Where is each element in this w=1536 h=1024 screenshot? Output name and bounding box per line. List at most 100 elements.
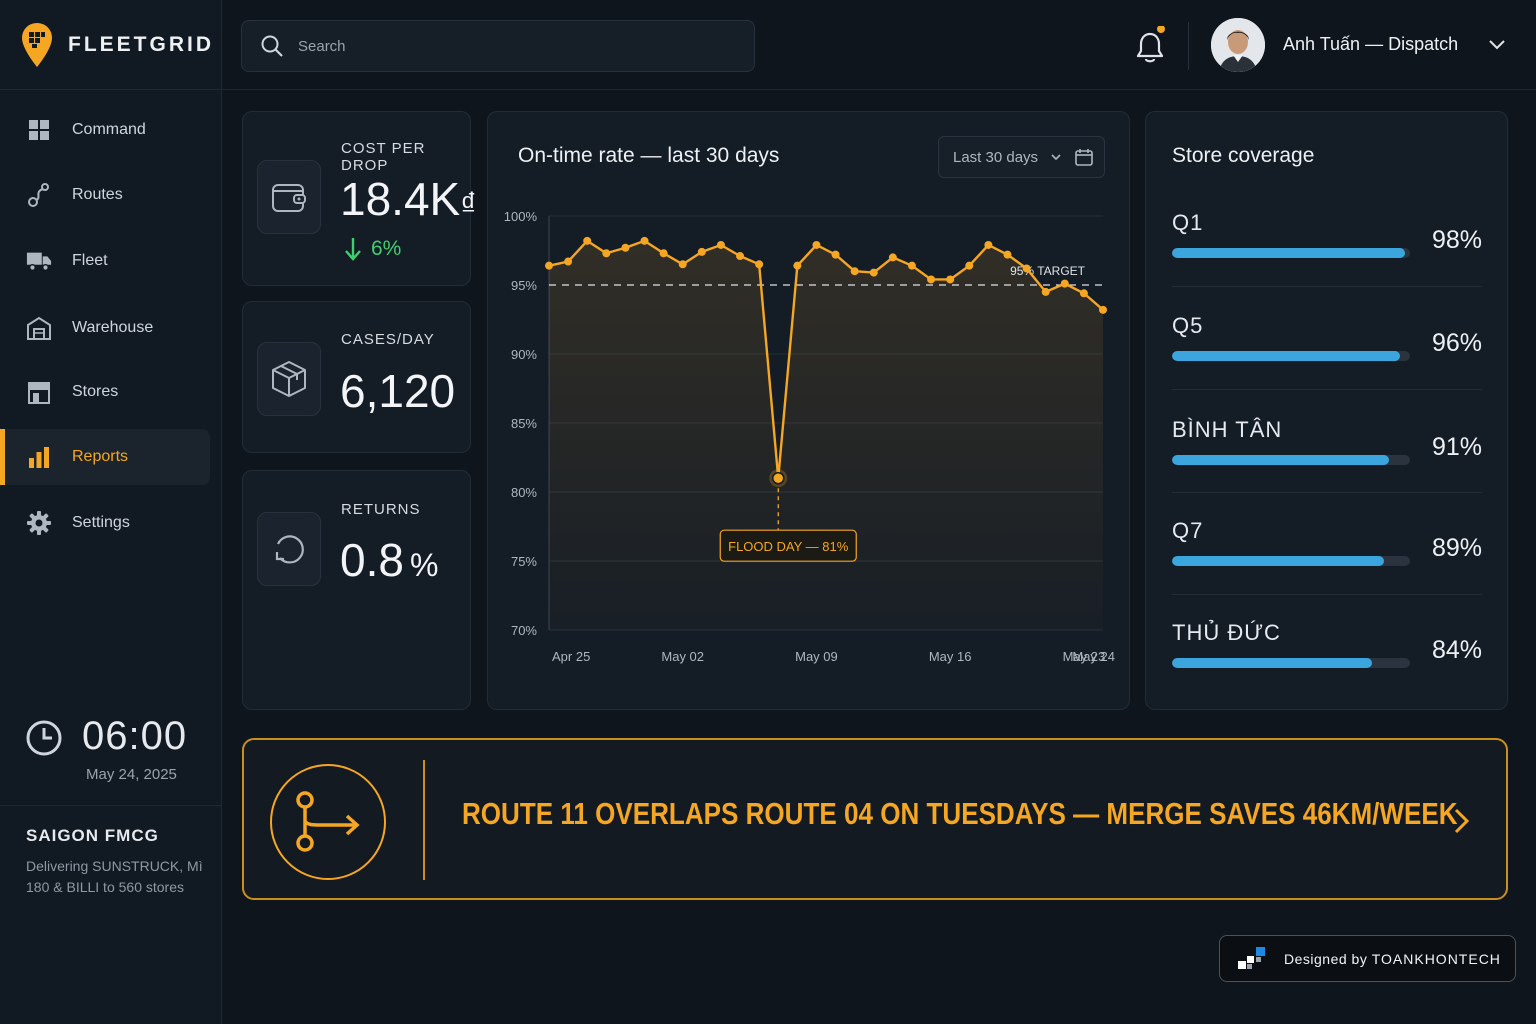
data-point <box>716 240 725 249</box>
route-icon <box>26 182 52 208</box>
data-point <box>640 236 649 245</box>
designer-credit[interactable]: Designed by TOANKHONTECH <box>1219 935 1516 982</box>
route-insight-banner[interactable]: ROUTE 11 OVERLAPS ROUTE 04 ON TUESDAYS —… <box>242 738 1508 900</box>
search-icon <box>261 35 283 57</box>
coverage-row[interactable]: Q7 89% <box>1172 518 1482 608</box>
search-bar[interactable] <box>241 20 755 72</box>
x-tick-label: Apr 25 <box>552 649 590 664</box>
coverage-area-name: THỦ ĐỨC <box>1172 620 1281 645</box>
grid-icon <box>26 117 52 143</box>
coverage-row[interactable]: THỦ ĐỨC 84% <box>1172 620 1482 710</box>
avatar[interactable] <box>1211 18 1265 72</box>
coverage-percent: 96% <box>1431 329 1482 357</box>
topbar-divider <box>222 89 1536 90</box>
bell-icon <box>1136 25 1165 63</box>
coverage-row[interactable]: Q1 98% <box>1172 210 1482 300</box>
store-coverage-card: Store coverage Q1 98% Q5 96% BÌNH TÂN 91% Q7 89… <box>1145 111 1508 710</box>
data-point <box>927 275 936 284</box>
coverage-row[interactable]: Q5 96% <box>1172 313 1482 403</box>
coverage-bar-fill <box>1172 248 1406 258</box>
data-point <box>1099 305 1107 314</box>
coverage-bar-track <box>1172 351 1410 361</box>
sidebar-item-fleet[interactable]: Fleet <box>0 233 210 289</box>
y-tick-label: 80% <box>511 485 537 500</box>
chevron-right-icon[interactable] <box>1450 806 1474 836</box>
date-range-select[interactable]: Last 30 days <box>938 136 1105 178</box>
truck-icon <box>26 248 52 274</box>
warehouse-icon <box>26 315 52 341</box>
sidebar-divider <box>0 89 222 90</box>
data-point <box>831 250 840 259</box>
coverage-area-name: BÌNH TÂN <box>1172 417 1283 442</box>
kpi-card-cases-per-day[interactable]: CASES/DAY 6,120 <box>242 301 471 453</box>
annotation-box <box>719 529 857 562</box>
sidebar: FLEETGRID Command Routes Fleet Warehouse… <box>0 0 222 1024</box>
coverage-bar-track <box>1172 658 1410 668</box>
annotated-point <box>771 471 785 485</box>
sidebar-divider <box>0 805 222 806</box>
sidebar-item-label: Settings <box>72 514 130 531</box>
x-tick-label: May 23 <box>1063 649 1106 664</box>
user-name[interactable]: Anh Tuấn — Dispatch <box>1283 34 1459 54</box>
chevron-down-icon[interactable] <box>1488 36 1506 54</box>
coverage-percent: 89% <box>1431 534 1482 562</box>
y-tick-label: 70% <box>511 623 537 638</box>
map-pin-logo-icon <box>22 23 52 67</box>
kpi-card-returns[interactable]: RETURNS 0.8% <box>242 470 471 710</box>
sidebar-item-label: Routes <box>72 186 123 203</box>
sidebar-item-command[interactable]: Command <box>0 102 210 158</box>
data-point <box>946 275 955 284</box>
bar-chart-icon <box>26 444 52 470</box>
sidebar-item-reports[interactable]: Reports <box>0 429 210 485</box>
clock-date: May 24, 2025 <box>86 766 177 783</box>
data-point <box>583 236 592 245</box>
sidebar-item-label: Stores <box>72 383 119 400</box>
data-point <box>888 253 897 262</box>
insight-text: ROUTE 11 OVERLAPS ROUTE 04 ON TUESDAYS —… <box>462 796 1458 831</box>
sidebar-item-label: Warehouse <box>72 319 154 336</box>
kpi-value: 0.8% <box>340 534 439 586</box>
coverage-row[interactable]: BÌNH TÂN 91% <box>1172 417 1482 507</box>
coverage-percent: 84% <box>1431 636 1482 664</box>
data-point <box>965 261 974 270</box>
kpi-card-cost-per-drop[interactable]: COST PER DROP 18.4K₫ 6% <box>242 111 477 286</box>
company-info: SAIGON FMCG Delivering SUNSTRUCK, Mì 180… <box>26 826 206 898</box>
data-point <box>621 243 630 252</box>
sidebar-item-stores[interactable]: Stores <box>0 364 210 420</box>
chart-area-fill <box>549 240 1103 630</box>
coverage-divider <box>1172 594 1482 595</box>
route-merge-icon <box>270 764 386 880</box>
coverage-percent: 91% <box>1431 433 1482 461</box>
brand-logo[interactable]: FLEETGRID <box>20 20 214 70</box>
search-input[interactable] <box>298 37 718 55</box>
y-tick-label: 100% <box>504 209 538 224</box>
date-range-value: Last 30 days <box>953 148 1039 166</box>
sidebar-item-settings[interactable]: Settings <box>0 495 210 551</box>
data-point <box>678 260 687 269</box>
x-tick-label: May 24 <box>1072 649 1115 664</box>
coverage-title: Store coverage <box>1172 144 1315 167</box>
clock-time: 06:00 <box>82 714 188 758</box>
insight-separator <box>423 760 425 880</box>
sidebar-item-label: Fleet <box>72 252 108 269</box>
notifications-button[interactable] <box>1133 25 1169 66</box>
sidebar-item-routes[interactable]: Routes <box>0 167 210 223</box>
data-point <box>984 240 993 249</box>
coverage-area-name: Q5 <box>1172 313 1204 338</box>
coverage-divider <box>1172 492 1482 493</box>
data-point <box>659 249 668 258</box>
company-name: SAIGON FMCG <box>26 826 159 845</box>
on-time-rate-chart-card: On-time rate — last 30 days Last 30 days… <box>487 111 1130 710</box>
brand-name: FLEETGRID <box>68 33 214 56</box>
coverage-bar-track <box>1172 556 1410 566</box>
sidebar-item-warehouse[interactable]: Warehouse <box>0 300 210 356</box>
data-point <box>907 261 916 270</box>
data-point <box>697 247 706 256</box>
coverage-area-name: Q7 <box>1172 518 1204 543</box>
kpi-label: RETURNS <box>341 501 421 518</box>
arrow-down-icon <box>345 238 361 261</box>
data-point <box>793 261 802 270</box>
data-point <box>755 260 764 269</box>
y-tick-label: 95% <box>511 278 537 293</box>
data-point <box>1003 250 1012 259</box>
